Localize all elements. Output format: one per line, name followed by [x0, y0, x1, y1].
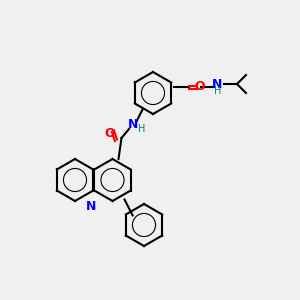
Text: O: O [104, 127, 115, 140]
Text: N: N [212, 77, 223, 91]
Text: H: H [214, 86, 221, 97]
Text: H: H [138, 124, 145, 134]
Text: O: O [194, 80, 205, 94]
Text: N: N [128, 118, 139, 131]
Text: N: N [86, 200, 97, 214]
